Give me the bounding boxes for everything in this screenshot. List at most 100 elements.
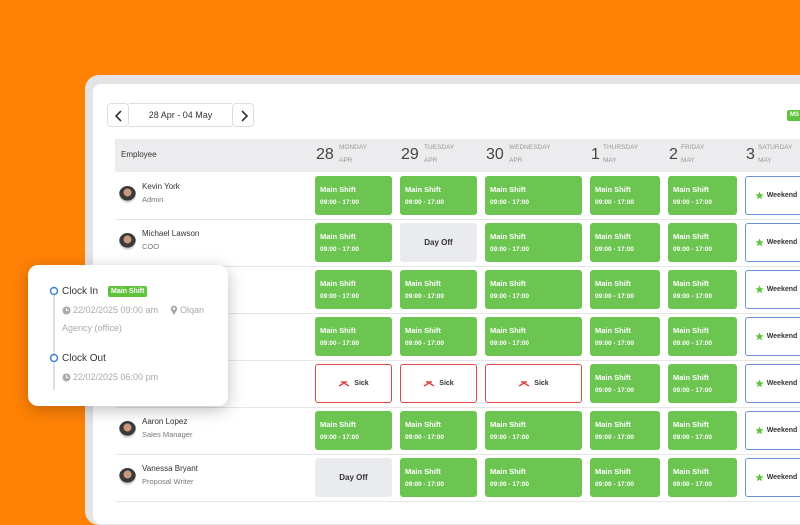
shift-cell[interactable]: Main Shift 09:00 - 17:00 <box>400 317 477 356</box>
shift-cell[interactable]: Main Shift 09:00 - 17:00 <box>668 317 737 356</box>
shift-cell[interactable]: Main Shift 09:00 - 17:00 <box>315 270 392 309</box>
next-button[interactable] <box>232 103 254 127</box>
prev-button[interactable] <box>107 103 129 127</box>
cell-time: 09:00 - 17:00 <box>320 199 360 206</box>
shift-cell[interactable]: Main Shift 09:00 - 17:00 <box>315 176 392 215</box>
weekday: SATURDAY <box>758 144 793 151</box>
shift-cell[interactable]: Main Shift 09:00 - 17:00 <box>485 317 582 356</box>
weekday: TUESDAY <box>424 144 455 151</box>
avatar <box>119 186 136 203</box>
shift-cell[interactable]: Main Shift 09:00 - 17:00 <box>590 317 660 356</box>
shift-cell[interactable]: Main Shift 09:00 - 17:00 <box>485 223 582 262</box>
sick-icon <box>338 380 350 387</box>
shift-cell[interactable]: Main Shift 09:00 - 17:00 <box>590 270 660 309</box>
cell-time: 09:00 - 17:00 <box>673 199 713 206</box>
month: MAY <box>603 157 617 164</box>
shift-cell[interactable]: Main Shift 09:00 - 17:00 <box>668 411 737 450</box>
shift-cell[interactable]: Main Shift 09:00 - 17:00 <box>485 458 582 497</box>
employee-name: Kevin York <box>142 182 180 191</box>
clock-in-time: 22/02/2025 09:00 am <box>73 305 159 315</box>
shift-cell[interactable]: Weekend <box>745 411 800 450</box>
employee-header: Employee <box>121 150 157 159</box>
shift-cell[interactable]: Sick <box>400 364 477 403</box>
shift-cell[interactable]: Weekend <box>745 223 800 262</box>
shift-cell[interactable]: Sick <box>485 364 582 403</box>
month: APR <box>509 157 523 164</box>
cell-label: Weekend <box>766 239 798 246</box>
cell-time: 09:00 - 17:00 <box>673 293 713 300</box>
shift-cell[interactable]: Day Off <box>315 458 392 497</box>
shift-cell[interactable]: Main Shift 09:00 - 17:00 <box>485 411 582 450</box>
cell-label: Sick <box>439 380 454 387</box>
row-separator <box>115 266 800 267</box>
cell-label: Main Shift <box>595 420 631 429</box>
cell-time: 09:00 - 17:00 <box>673 246 713 253</box>
shift-cell[interactable]: Weekend <box>745 458 800 497</box>
cell-time: 09:00 - 17:00 <box>320 434 360 441</box>
cell-label: Main Shift <box>490 467 526 476</box>
cell-time: 09:00 - 17:00 <box>595 199 635 206</box>
shift-cell[interactable]: Main Shift 09:00 - 17:00 <box>315 411 392 450</box>
shift-cell[interactable]: Main Shift 09:00 - 17:00 <box>668 364 737 403</box>
shift-cell[interactable]: Day Off <box>400 223 477 262</box>
cell-label: Main Shift <box>673 232 709 241</box>
shift-cell[interactable]: Sick <box>315 364 392 403</box>
row-separator <box>115 501 800 502</box>
shift-cell[interactable]: Main Shift 09:00 - 17:00 <box>400 458 477 497</box>
weekday: FRIDAY <box>681 144 705 151</box>
day-number: 30 <box>486 146 504 163</box>
shift-cell[interactable]: Weekend <box>745 270 800 309</box>
cell-time: 09:00 - 17:00 <box>405 293 445 300</box>
sick-icon <box>423 380 435 387</box>
cell-label: Day Off <box>424 238 453 247</box>
cell-label: Weekend <box>766 474 798 481</box>
shift-cell[interactable]: Main Shift 09:00 - 17:00 <box>590 411 660 450</box>
shift-cell[interactable]: Main Shift 09:00 - 17:00 <box>400 176 477 215</box>
page: 28 Apr - 04 May MS Employee 28 MONDAY APR 2… <box>28 75 800 525</box>
clock-out-time: 22/02/2025 06:00 pm <box>73 372 159 382</box>
cell-label: Main Shift <box>405 279 441 288</box>
cell-time: 09:00 - 17:00 <box>673 387 713 394</box>
shift-cell[interactable]: Main Shift 09:00 - 17:00 <box>400 270 477 309</box>
shift-cell[interactable]: Weekend <box>745 176 800 215</box>
shift-cell[interactable]: Main Shift 09:00 - 17:00 <box>668 458 737 497</box>
day-number: 2 <box>669 146 678 163</box>
employee-name: Vanessa Bryant <box>142 464 198 473</box>
shift-cell[interactable]: Main Shift 09:00 - 17:00 <box>590 223 660 262</box>
shift-cell[interactable]: Main Shift 09:00 - 17:00 <box>668 270 737 309</box>
cell-label: Main Shift <box>320 279 356 288</box>
shift-cell[interactable]: Main Shift 09:00 - 17:00 <box>485 270 582 309</box>
star-icon <box>755 191 764 200</box>
date-range[interactable]: 28 Apr - 04 May <box>129 103 232 127</box>
cell-label: Main Shift <box>405 185 441 194</box>
cell-label: Main Shift <box>595 279 631 288</box>
shift-cell[interactable]: Main Shift 09:00 - 17:00 <box>668 223 737 262</box>
cell-time: 09:00 - 17:00 <box>320 246 360 253</box>
cell-time: 09:00 - 17:00 <box>490 481 530 488</box>
cell-time: 09:00 - 17:00 <box>490 199 530 206</box>
cell-time: 09:00 - 17:00 <box>595 387 635 394</box>
shift-cell[interactable]: Main Shift 09:00 - 17:00 <box>668 176 737 215</box>
sick-icon <box>518 380 530 387</box>
shift-cell[interactable]: Main Shift 09:00 - 17:00 <box>590 458 660 497</box>
cell-label: Main Shift <box>490 326 526 335</box>
shift-cell[interactable]: Main Shift 09:00 - 17:00 <box>315 223 392 262</box>
employee-role: COO <box>142 242 160 251</box>
employee-role: Admin <box>142 195 164 204</box>
shift-cell[interactable]: Main Shift 09:00 - 17:00 <box>590 176 660 215</box>
cell-time: 09:00 - 17:00 <box>320 340 360 347</box>
shift-cell[interactable]: Main Shift 09:00 - 17:00 <box>400 411 477 450</box>
cell-label: Main Shift <box>320 185 356 194</box>
shift-cell[interactable]: Weekend <box>745 317 800 356</box>
cell-time: 09:00 - 17:00 <box>490 434 530 441</box>
shift-cell[interactable]: Main Shift 09:00 - 17:00 <box>315 317 392 356</box>
shift-cell[interactable]: Main Shift 09:00 - 17:00 <box>590 364 660 403</box>
shift-cell[interactable]: Main Shift 09:00 - 17:00 <box>485 176 582 215</box>
location: Olqan <box>180 305 205 315</box>
shift-cell[interactable]: Weekend <box>745 364 800 403</box>
avatar <box>119 233 136 250</box>
cell-label: Main Shift <box>405 326 441 335</box>
cell-label: Main Shift <box>490 232 526 241</box>
employee-name: Michael Lawson <box>142 229 200 238</box>
place: Agency (office) <box>62 323 122 333</box>
